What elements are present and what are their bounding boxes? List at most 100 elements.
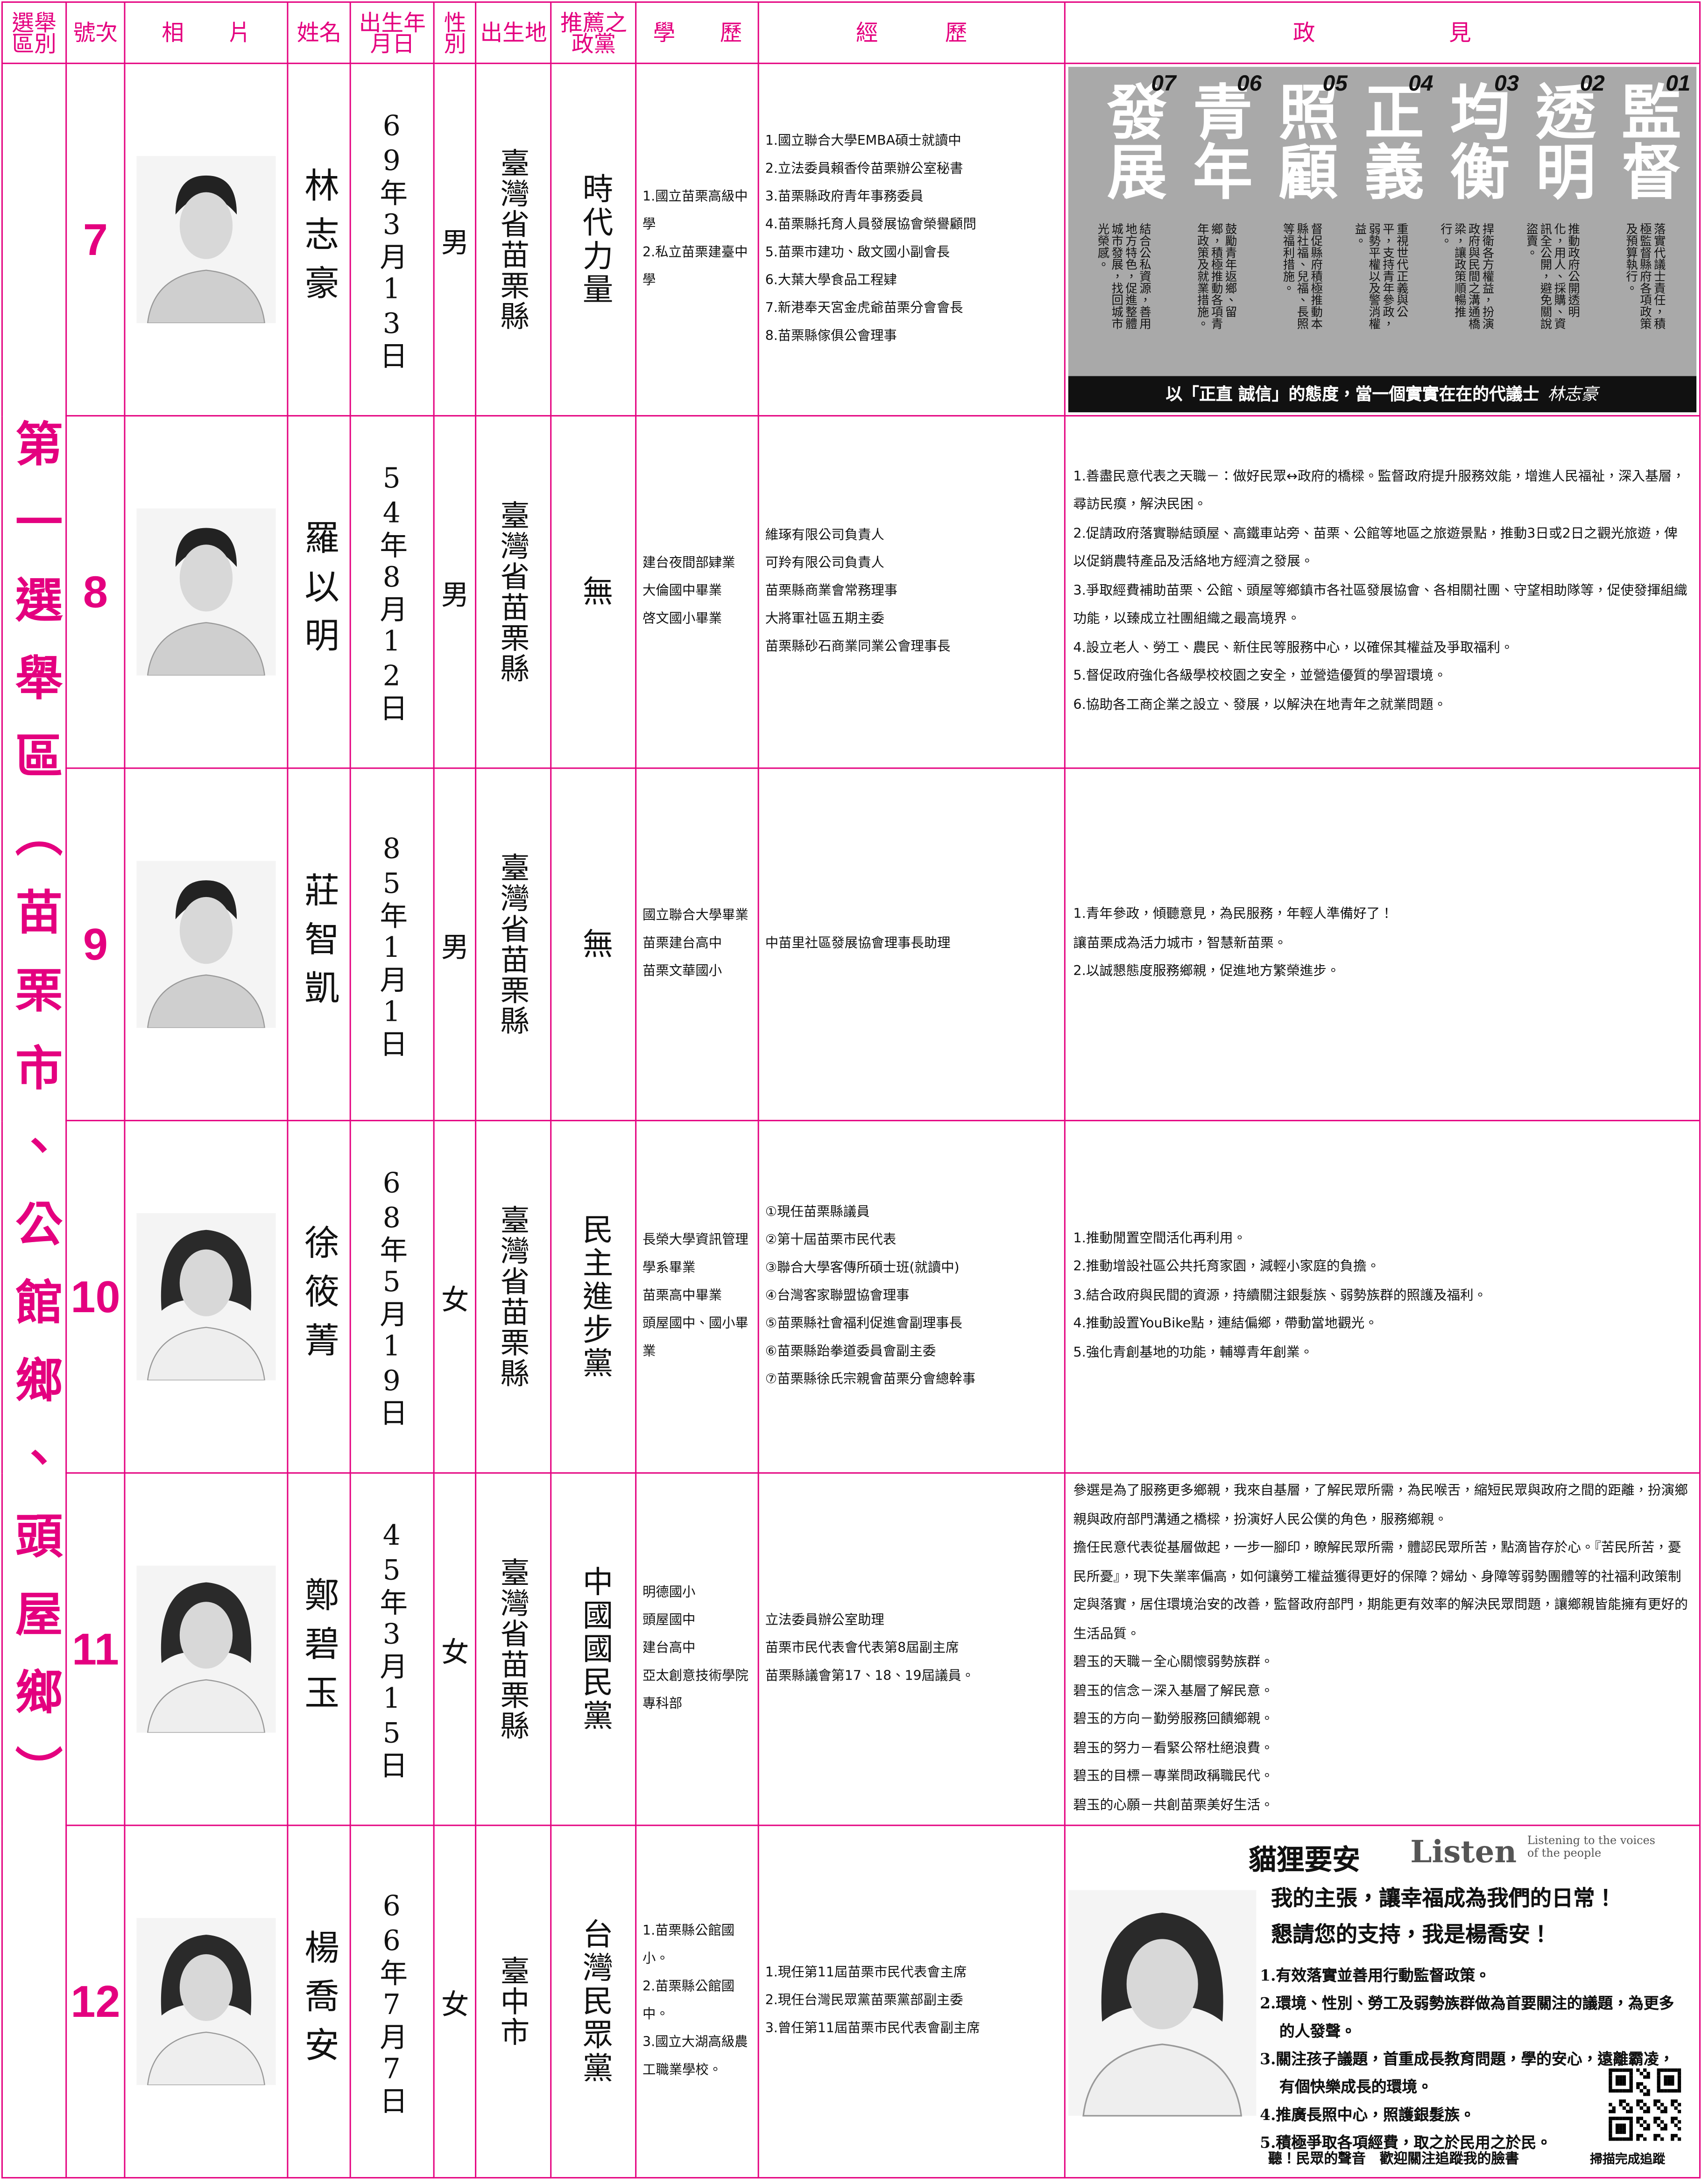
experience-list: 1.國立聯合大學EMBA碩士就讀中 2.立法委員賴香伶苗栗辦公室秘書 3.苗栗縣政府… bbox=[760, 128, 1063, 351]
platform-item: 1.善盡民意代表之天職－：做好民眾↔政府的橋樑。監督政府提升服務效能，增進人民福… bbox=[1073, 469, 1685, 513]
party-cell: 民主進步黨 bbox=[551, 1120, 637, 1474]
pillar: 06 青年 鼓勵青年返鄉、留鄉，積極推動各項青年政策及就業措施。 bbox=[1170, 67, 1262, 376]
qr-module bbox=[1674, 2106, 1677, 2110]
qr-module bbox=[1635, 2082, 1639, 2086]
name: 羅以明 bbox=[299, 519, 340, 665]
birthplace-cell: 臺灣省苗栗縣 bbox=[475, 767, 552, 1122]
qr-module bbox=[1642, 2092, 1646, 2096]
qr-module bbox=[1656, 2071, 1660, 2076]
experience-item: 1.國立聯合大學EMBA碩士就讀中 bbox=[765, 134, 961, 149]
qr-module bbox=[1663, 2078, 1667, 2083]
pillar-number: 05 bbox=[1322, 72, 1348, 96]
qr-module bbox=[1642, 2103, 1646, 2106]
qr-module bbox=[1656, 2089, 1660, 2093]
candidate-photo bbox=[1067, 1890, 1256, 2117]
platform-item: 1.有效落實並善用行動監督政策。 bbox=[1260, 1966, 1490, 1985]
qr-module bbox=[1615, 2068, 1618, 2072]
qr-module bbox=[1660, 2068, 1664, 2072]
party: 無 bbox=[577, 575, 612, 609]
platform-item: 碧玉的信念－深入基層了解民意。 bbox=[1073, 1683, 1274, 1699]
qr-module bbox=[1677, 2085, 1681, 2089]
education-list: 長榮大學資訊管理學系畢業 苗栗高中畢業 頭屋國中、國小畢業 bbox=[638, 1227, 758, 1366]
experience-list: 1.現任第11屆苗栗市民代表會主席 2.現任台灣民眾黨苗栗黨部副主委 3.曾任第11… bbox=[760, 1960, 1063, 2043]
birthplace: 臺灣省苗栗縣 bbox=[497, 500, 530, 684]
qr-module bbox=[1608, 2071, 1612, 2076]
qr-module bbox=[1611, 2137, 1615, 2141]
qr-module bbox=[1677, 2071, 1681, 2076]
column-header: 號次 bbox=[65, 1, 126, 64]
qr-module bbox=[1635, 2137, 1639, 2141]
qr-module bbox=[1622, 2116, 1625, 2120]
qr-module bbox=[1622, 2068, 1625, 2072]
experience-item: 8.苗栗縣傢俱公會理事 bbox=[765, 328, 897, 344]
qr-module bbox=[1611, 2116, 1615, 2120]
number: 12 bbox=[71, 1976, 120, 2026]
education-list: 建台夜間部肄業 大倫國中畢業 啓文國小畢業 bbox=[638, 550, 758, 634]
number: 9 bbox=[83, 919, 108, 969]
qr-module bbox=[1608, 2082, 1612, 2086]
headline: 懇請您的支持，我是楊喬安！ bbox=[1271, 1921, 1552, 1947]
qr-module bbox=[1622, 2075, 1625, 2079]
qr-module bbox=[1622, 2130, 1625, 2134]
qr-module bbox=[1677, 2127, 1681, 2131]
qr-module bbox=[1670, 2099, 1674, 2103]
qr-module bbox=[1663, 2068, 1667, 2072]
qr-module bbox=[1642, 2068, 1646, 2072]
qr-module bbox=[1635, 2085, 1639, 2089]
candidate-row: 10 徐筱菁 68年5月19日女臺灣省苗栗縣 民主進步黨 長榮大學資訊管理學系畢業 苗栗高… bbox=[2, 1120, 1701, 1474]
qr-module bbox=[1670, 2120, 1674, 2124]
column-header: 經 歷 bbox=[758, 1, 1065, 64]
qr-module bbox=[1670, 2137, 1674, 2141]
qr-module bbox=[1639, 2123, 1643, 2127]
qr-module bbox=[1622, 2082, 1625, 2086]
qr-module bbox=[1635, 2099, 1639, 2103]
pillar: 01 監督 落實代議士責任，積極監督縣府各項政策及預算執行。 bbox=[1598, 67, 1690, 376]
platform-item: 擔任民意代表從基層做起，一步一腳印，瞭解民眾所需，體認民眾所苦，點滴皆存於心。『… bbox=[1073, 1540, 1688, 1642]
photo-cell bbox=[124, 415, 289, 769]
qr-module bbox=[1615, 2082, 1618, 2086]
birth-date: 54年8月12日 bbox=[374, 461, 409, 723]
pillar-number: 06 bbox=[1237, 72, 1262, 96]
qr-module bbox=[1656, 2116, 1660, 2120]
footer-note: 聽！民眾的聲音 歡迎關注追蹤我的臉書 bbox=[1268, 2152, 1519, 2168]
name: 徐筱菁 bbox=[299, 1223, 340, 1370]
qr-module bbox=[1656, 2085, 1660, 2089]
qr-module bbox=[1639, 2134, 1643, 2138]
experience-item: 1.現任第11屆苗栗市民代表會主席 bbox=[765, 1965, 967, 1981]
number-cell: 11 bbox=[65, 1472, 126, 1826]
qr-module bbox=[1635, 2103, 1639, 2106]
qr-module bbox=[1660, 2127, 1664, 2131]
platform-item: 5.強化青創基地的功能，輔導青年創業。 bbox=[1073, 1345, 1314, 1361]
platform-item: 4.設立老人、勞工、農民、新住民等服務中心，以確保其權益及爭取福利。 bbox=[1073, 640, 1514, 656]
education-list: 國立聯合大學畢業 苗栗建台高中 苗栗文華國小 bbox=[638, 903, 758, 986]
qr-module bbox=[1622, 2137, 1625, 2141]
qr-module bbox=[1639, 2099, 1643, 2103]
qr-module bbox=[1608, 2116, 1612, 2120]
qr-module bbox=[1618, 2123, 1622, 2127]
qr-module bbox=[1608, 2068, 1612, 2072]
birthplace-cell: 臺灣省苗栗縣 bbox=[475, 1120, 552, 1474]
face bbox=[180, 1954, 233, 2021]
qr-module bbox=[1622, 2078, 1625, 2083]
qr-module bbox=[1667, 2068, 1670, 2072]
column-header: 性別 bbox=[433, 1, 477, 64]
column-header: 姓名 bbox=[287, 1, 352, 64]
qr-module bbox=[1629, 2078, 1632, 2083]
slogan: 以「正直 誠信」的態度，當一個實實在在的代議士 bbox=[1165, 384, 1540, 404]
education-item: 2.私立苗栗建臺中學 bbox=[643, 245, 748, 289]
qr-module bbox=[1629, 2082, 1632, 2086]
qr-module bbox=[1653, 2103, 1657, 2106]
platform-item: 參選是為了服務更多鄉親，我來自基層，了解民眾所需，為民喉舌，縮短民眾與政府之間的… bbox=[1073, 1483, 1688, 1527]
platform-item: 3.爭取經費補助苗栗、公館、頭屋等鄉鎮市各社區發展協會、各相關社團、守望相助隊等… bbox=[1073, 583, 1688, 628]
platform-item: 碧玉的努力－看緊公帑杜絕浪費。 bbox=[1073, 1740, 1274, 1756]
education-item: 啓文國小畢業 bbox=[643, 611, 722, 627]
qr-module bbox=[1663, 2089, 1667, 2093]
qr-module bbox=[1660, 2137, 1664, 2141]
gender-cell: 女 bbox=[433, 1824, 477, 2179]
qr-module bbox=[1608, 2137, 1612, 2141]
qr-module bbox=[1618, 2089, 1622, 2093]
qr-module bbox=[1667, 2078, 1670, 2083]
qr-module bbox=[1663, 2123, 1667, 2127]
